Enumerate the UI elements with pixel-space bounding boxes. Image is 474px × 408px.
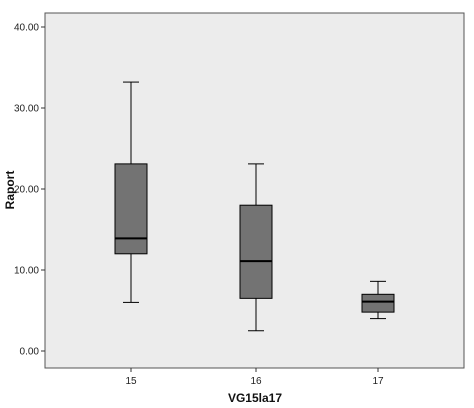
x-tick-label: 15 [125, 376, 137, 387]
iqr-box [361, 293, 395, 313]
y-tick-label: 10.00 [14, 266, 39, 277]
y-tick-label: 40.00 [14, 23, 39, 34]
iqr-box [239, 204, 273, 299]
y-tick-label: 20.00 [14, 185, 39, 196]
x-axis-title: VG15la17 [228, 391, 282, 405]
iqr-box [114, 163, 148, 255]
y-tick-label: 30.00 [14, 104, 39, 115]
y-axis-title: Raport [3, 171, 17, 210]
y-tick-label: 0.00 [20, 347, 40, 358]
x-axis-ticks: 15 16 17 [125, 368, 384, 387]
plot-area [44, 12, 465, 369]
y-axis-ticks: 0.00 10.00 20.00 30.00 40.00 [14, 23, 45, 358]
x-tick-label: 17 [372, 376, 384, 387]
box-plot-16 [239, 163, 273, 332]
box-plot-17 [361, 280, 395, 320]
box-series [114, 81, 395, 332]
box-plot-15 [114, 81, 148, 303]
x-tick-label: 16 [250, 376, 262, 387]
